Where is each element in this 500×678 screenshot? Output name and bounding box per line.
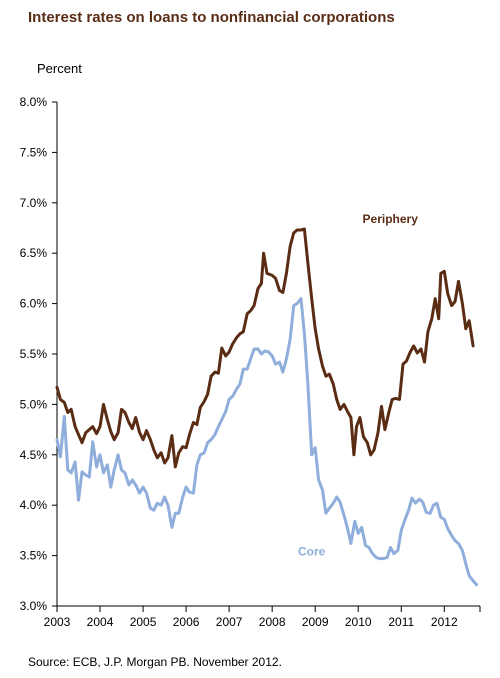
x-tick-label: 2005 [130, 615, 157, 629]
x-tick-label: 2008 [259, 615, 286, 629]
y-tick-label: 3.0% [20, 599, 48, 613]
chart-series-lines [55, 227, 479, 587]
y-tick-label: 5.0% [20, 397, 48, 411]
x-tick-label: 2009 [302, 615, 329, 629]
y-tick-label: 4.0% [20, 498, 48, 512]
chart-series-labels: Periphery Core [298, 212, 418, 559]
x-tick-label: 2004 [87, 615, 114, 629]
series-line-core [55, 297, 479, 587]
y-tick-label: 6.0% [20, 297, 48, 311]
x-tick-label: 2012 [431, 615, 458, 629]
y-tick-label: 4.5% [20, 448, 48, 462]
chart-title: Interest rates on loans to nonfinancial … [28, 9, 395, 26]
chart-axes: 3.0% 3.5% 4.0% 4.5% 5.0% 5.5% 6.0% 6.5% 7.0% 7.5%… [20, 95, 481, 629]
x-tick-label: 2006 [173, 615, 200, 629]
x-tick-label: 2011 [388, 615, 414, 629]
series-line-periphery [55, 227, 475, 469]
y-tick-label: 6.5% [20, 246, 48, 260]
y-axis-unit-label: Percent [37, 61, 82, 76]
source-note: Source: ECB, J.P. Morgan PB. November 20… [28, 655, 282, 669]
y-tick-label: 7.0% [20, 196, 48, 210]
y-tick-label: 5.5% [20, 347, 48, 361]
x-tick-label: 2010 [345, 615, 372, 629]
y-tick-label: 7.5% [20, 145, 48, 159]
x-tick-label: 2003 [44, 615, 71, 629]
x-tick-label: 2007 [216, 615, 243, 629]
series-label-periphery: Periphery [363, 212, 419, 226]
series-label-core: Core [298, 545, 326, 559]
line-chart: 3.0% 3.5% 4.0% 4.5% 5.0% 5.5% 6.0% 6.5% 7.0% 7.5%… [20, 95, 481, 629]
y-tick-label: 3.5% [20, 549, 48, 563]
y-tick-label: 8.0% [20, 95, 48, 109]
